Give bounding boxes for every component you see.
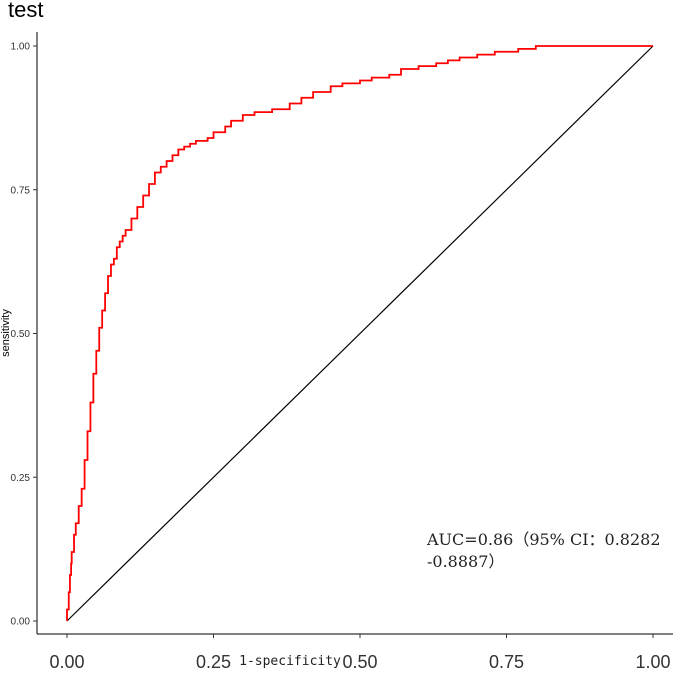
y-tick-group: 0.00 0.25 0.50 0.75 1.00 <box>11 42 37 628</box>
auc-annotation-line-1: AUC=0.86（95% CI：0.8282 <box>426 530 661 549</box>
x-axis-label: 1-specificity <box>239 654 341 669</box>
x-tick-label: 0.50 <box>342 652 377 672</box>
x-tick-label: 0.75 <box>489 652 524 672</box>
y-tick-label: 0.75 <box>11 185 31 196</box>
y-tick-label: 0.50 <box>11 329 31 340</box>
roc-curve <box>66 45 653 621</box>
y-tick-label: 0.25 <box>11 473 31 484</box>
x-tick-label: 0.25 <box>196 652 231 672</box>
y-axis-label: sensitivity <box>0 309 12 357</box>
x-tick-group: 0.00 0.25 0.50 0.75 1.00 <box>49 634 671 672</box>
x-tick-label: 0.00 <box>49 652 84 672</box>
reference-line <box>66 45 654 622</box>
chart-title: test <box>8 0 43 22</box>
auc-annotation-line-2: -0.8887） <box>427 552 504 571</box>
y-tick-label: 0.00 <box>11 617 31 628</box>
y-tick-label: 1.00 <box>11 42 31 53</box>
x-tick-label: 1.00 <box>635 652 670 672</box>
